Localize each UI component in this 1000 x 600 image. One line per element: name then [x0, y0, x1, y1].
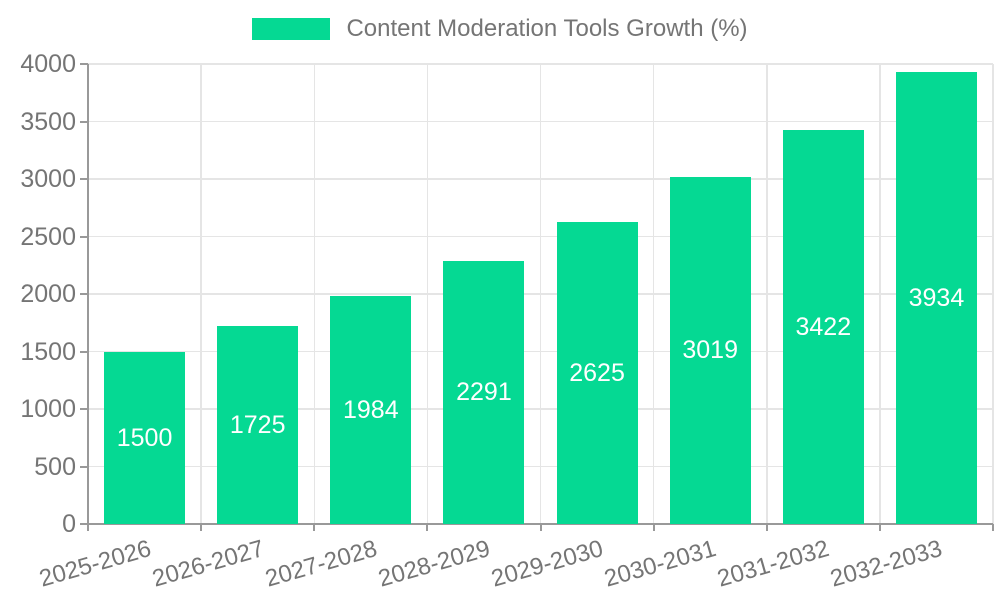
v-gridline	[539, 64, 542, 524]
x-axis-tick	[992, 524, 994, 531]
bar-value-label: 1725	[229, 410, 286, 439]
bar	[669, 176, 751, 524]
bar-value-label: 3422	[795, 313, 852, 342]
y-tick-label: 1000	[20, 395, 76, 423]
y-tick-label: 2000	[20, 280, 76, 308]
bar-value-label: 1500	[116, 423, 173, 452]
y-tick-label: 2500	[20, 222, 76, 251]
v-gridline	[652, 64, 655, 524]
x-axis-tick	[652, 524, 655, 531]
x-tick-label: 2028-2029	[375, 535, 494, 593]
x-tick-label: 2030-2031	[601, 535, 720, 593]
plot-area: 0 500 1000 1500 2000 2500 3000 3500 4000 1500 2025…	[20, 50, 994, 593]
x-axis-tick	[313, 524, 316, 531]
bar	[104, 351, 186, 524]
y-axis-tick	[80, 465, 88, 468]
y-tick-label: 3500	[20, 107, 76, 136]
v-gridline	[766, 64, 768, 524]
bar-value-label: 2625	[569, 359, 625, 388]
y-axis-tick	[80, 235, 88, 238]
y-axis-tick	[80, 350, 88, 353]
x-axis-tick	[539, 524, 542, 531]
legend-swatch-icon	[252, 18, 331, 40]
x-axis-tick	[878, 524, 881, 531]
y-tick-label: 0	[62, 510, 76, 538]
x-axis-tick	[200, 524, 203, 531]
y-axis-tick	[80, 408, 88, 410]
x-axis-tick	[765, 524, 768, 531]
y-axis-tick	[80, 178, 88, 180]
y-tick-label: 3000	[20, 165, 76, 193]
bar-value-label: 1984	[343, 395, 399, 424]
v-gridline	[200, 64, 202, 524]
bar-value-label: 2291	[456, 378, 512, 407]
bar	[217, 325, 299, 524]
bar	[443, 260, 525, 524]
x-axis-tick	[426, 524, 429, 531]
x-tick-label: 2029-2030	[488, 535, 607, 593]
x-tick-label: 2026-2027	[149, 535, 267, 593]
legend-label: Content Moderation Tools Growth (%)	[346, 15, 748, 42]
x-tick-label: 2032-2033	[827, 535, 946, 593]
y-axis-tick	[80, 293, 88, 295]
y-axis-tick	[80, 523, 88, 525]
x-tick-label: 2025-2026	[35, 535, 154, 593]
bar	[782, 130, 864, 524]
bar-value-label: 3934	[908, 283, 965, 312]
y-tick-label: 4000	[20, 50, 76, 78]
x-tick-label: 2031-2032	[714, 535, 833, 593]
bar	[330, 295, 412, 524]
y-tick-label: 500	[34, 452, 76, 481]
v-gridline	[992, 64, 994, 524]
bar	[895, 71, 977, 524]
v-gridline	[426, 64, 429, 524]
y-axis-tick	[80, 120, 88, 123]
y-axis-line	[87, 64, 89, 531]
bar-value-label: 3019	[682, 336, 738, 365]
legend[interactable]: Content Moderation Tools Growth (%)	[0, 12, 1000, 46]
bar	[556, 222, 638, 524]
x-tick-label: 2027-2028	[262, 535, 380, 593]
v-gridline	[313, 64, 315, 524]
x-axis-tick	[87, 524, 89, 531]
y-tick-label: 1500	[20, 337, 76, 366]
y-axis-tick	[80, 63, 88, 65]
v-gridline	[879, 64, 881, 524]
